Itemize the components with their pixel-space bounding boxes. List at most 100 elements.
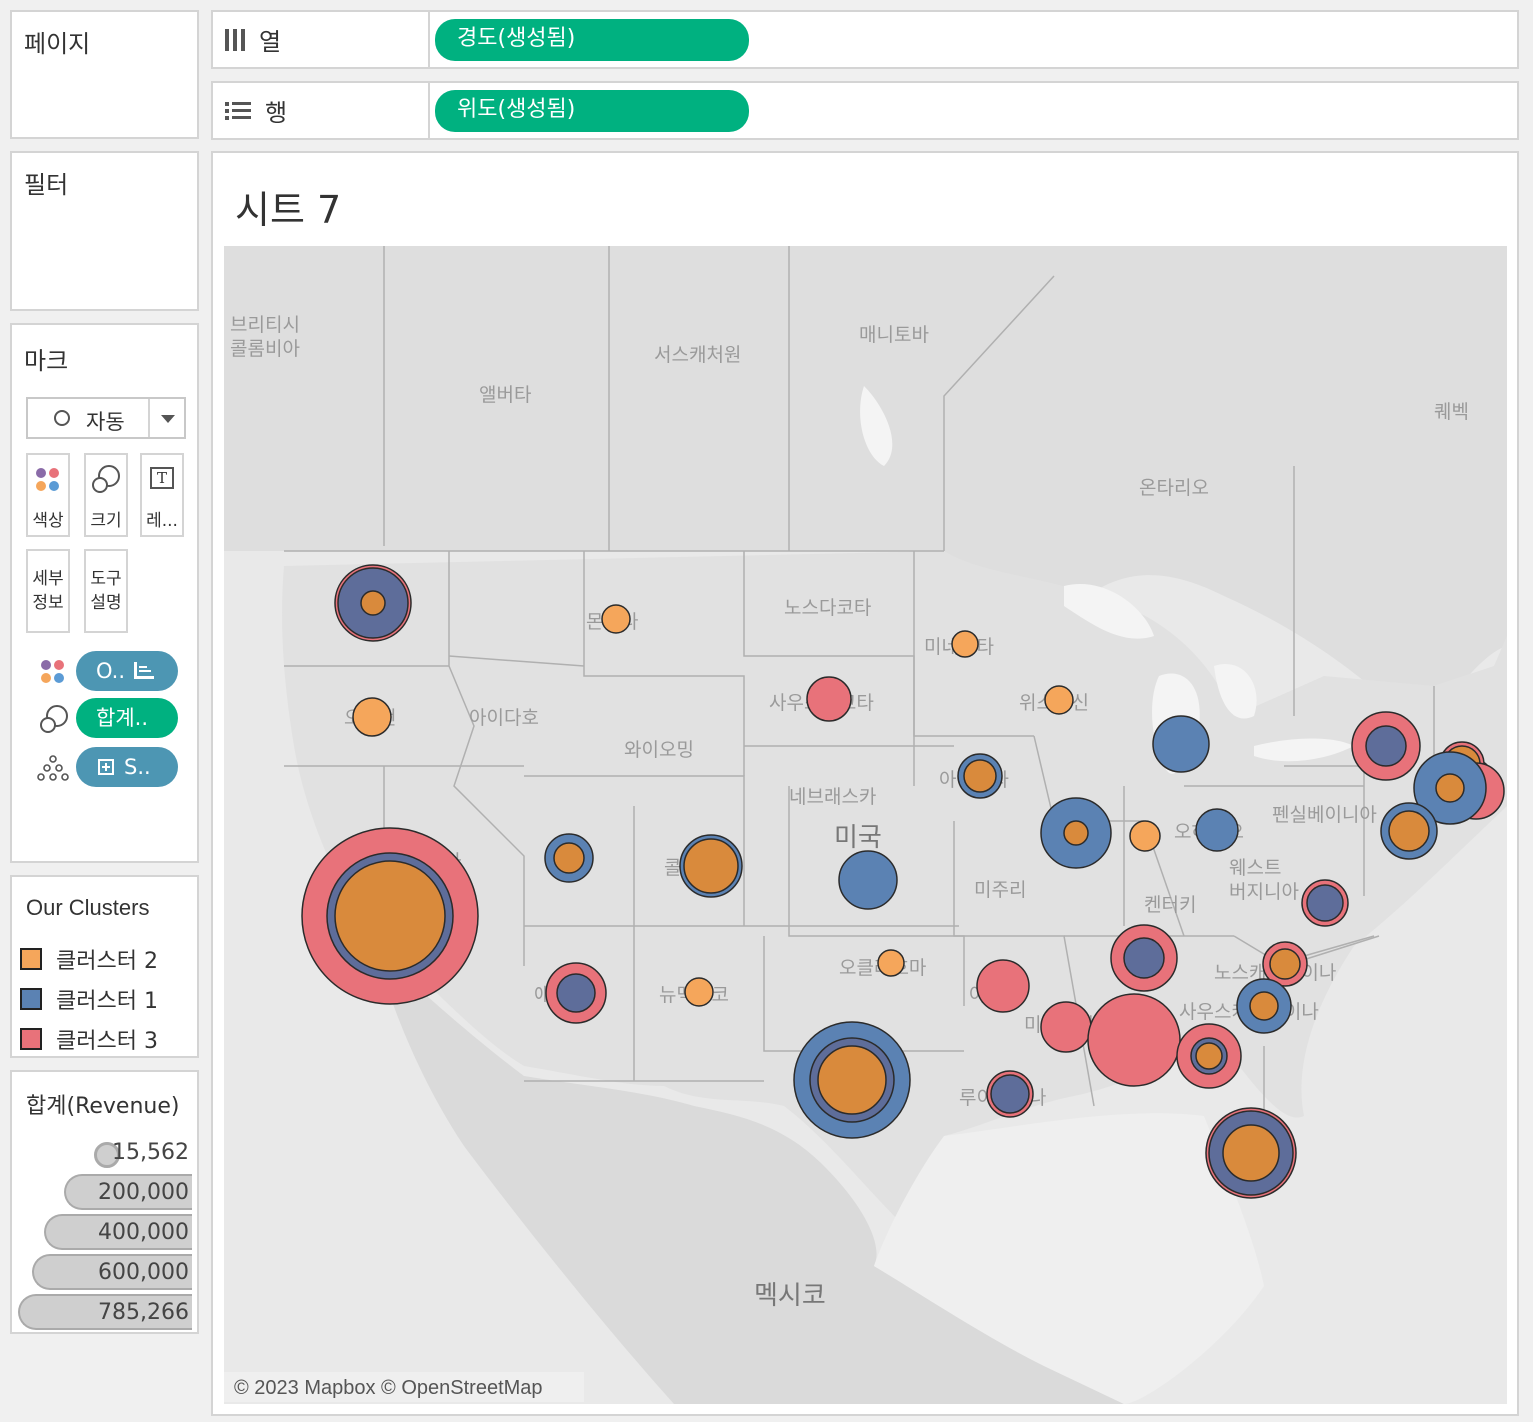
map-mark-cluster-2[interactable] <box>360 590 386 616</box>
map-mark-cluster-2[interactable] <box>1435 773 1465 803</box>
map-mark-cluster-2[interactable] <box>1269 948 1301 980</box>
map-mark-cluster-1[interactable] <box>1365 725 1407 767</box>
map-mark-cluster-1[interactable] <box>556 973 596 1013</box>
cluster-legend-title: Our Clusters <box>26 895 150 920</box>
legend-item-cluster-1[interactable]: 클러스터 1 <box>20 983 158 1015</box>
marks-title: 마크 <box>24 347 69 375</box>
map-mark-cluster-2[interactable] <box>1249 991 1279 1021</box>
map-label: 아이다호 <box>469 707 539 729</box>
filters-panel[interactable]: 필터 <box>10 151 199 311</box>
legend-item-cluster-3[interactable]: 클러스터 3 <box>20 1023 158 1055</box>
map-label: 서스캐처원 <box>654 344 741 366</box>
map-mark-cluster-2[interactable] <box>1044 685 1074 715</box>
great-lakes <box>1064 584 1354 774</box>
map-attribution[interactable]: © 2023 Mapbox © OpenStreetMap <box>234 1377 543 1399</box>
map-mark-cluster-2[interactable] <box>817 1045 887 1115</box>
map-label: 온타리오 <box>1139 477 1209 499</box>
map-mark-cluster-2[interactable] <box>352 697 392 737</box>
tooltip-button-label: 도구 설명 <box>90 569 122 613</box>
filters-title: 필터 <box>24 171 69 199</box>
map-label: 웨스트 버지니아 <box>1229 857 1299 903</box>
map-mark-cluster-1[interactable] <box>1152 715 1210 773</box>
rows-shelf-label: 행 <box>225 93 287 128</box>
map-mark-cluster-2[interactable] <box>684 977 714 1007</box>
label-button[interactable]: T 레... <box>140 453 184 537</box>
map-mark-cluster-2[interactable] <box>1222 1124 1280 1182</box>
swatch-cluster-3 <box>20 1028 42 1050</box>
map-mark-cluster-2[interactable] <box>334 860 446 972</box>
map-mark-cluster-2[interactable] <box>1063 820 1089 846</box>
map-mark-cluster-1[interactable] <box>838 850 898 910</box>
map-mark-cluster-2[interactable] <box>951 630 979 658</box>
legend-label-cluster-1: 클러스터 1 <box>56 989 158 1014</box>
map-label: 퀘벡 <box>1434 401 1469 423</box>
map-label: 브리티시 콜롬비아 <box>230 314 300 360</box>
map-label: 노스다코타 <box>784 597 871 619</box>
label-button-label: 레... <box>146 511 178 531</box>
map-label: 매니토바 <box>859 324 929 346</box>
size-button[interactable]: 크기 <box>84 453 128 537</box>
latitude-pill[interactable]: 위도(생성됨) <box>435 90 749 132</box>
map-mark-cluster-3[interactable] <box>976 959 1030 1013</box>
size-legend-bar <box>32 1254 192 1290</box>
map-mark-cluster-2[interactable] <box>683 838 739 894</box>
map-mark-cluster-2[interactable] <box>877 949 905 977</box>
color-pill-label: O.. <box>96 659 126 683</box>
color-pill[interactable]: O.. <box>76 651 178 691</box>
size-value: 200,000 <box>98 1180 189 1205</box>
map-mark-cluster-1[interactable] <box>1195 808 1239 852</box>
sheet-panel: 시트 7 <box>211 151 1519 1416</box>
size-value: 400,000 <box>98 1220 189 1245</box>
expand-icon[interactable] <box>98 759 114 775</box>
rows-shelf[interactable]: 행 위도(생성됨) <box>211 81 1519 140</box>
detail-button-label: 세부 정보 <box>32 569 64 613</box>
mark-type-dropdown[interactable]: 자동 <box>26 397 186 439</box>
dropdown-divider <box>148 399 150 437</box>
map-mark-cluster-2[interactable] <box>963 759 997 793</box>
longitude-pill[interactable]: 경도(생성됨) <box>435 19 749 61</box>
map-view[interactable]: 브리티시콜롬비아서스캐처원매니토바앨버타퀘벡온타리오노스다코타몬타나미네소타사우… <box>224 246 1507 1404</box>
rows-icon <box>225 101 251 121</box>
map-mark-cluster-1[interactable] <box>990 1074 1030 1114</box>
map-mark-cluster-2[interactable] <box>1129 820 1161 852</box>
map-mark-cluster-1[interactable] <box>1306 884 1344 922</box>
detail-pill[interactable]: S.. <box>76 747 178 787</box>
hudson-water <box>860 386 893 466</box>
swatch-cluster-2 <box>20 948 42 970</box>
map-mark-cluster-2[interactable] <box>601 604 631 634</box>
detail-button[interactable]: 세부 정보 <box>26 549 70 633</box>
detail-pill-label: S.. <box>124 755 151 779</box>
columns-shelf-label: 열 <box>225 22 281 57</box>
color-dots-icon <box>41 660 64 683</box>
color-button-label: 색상 <box>32 511 64 531</box>
size-value: 785,266 <box>98 1300 189 1325</box>
shelf-divider <box>428 12 430 67</box>
size-value: 600,000 <box>98 1260 189 1285</box>
sheet-title: 시트 7 <box>235 188 342 232</box>
chevron-down-icon[interactable] <box>161 415 175 423</box>
detail-icon <box>37 755 69 781</box>
map-mark-cluster-2[interactable] <box>553 842 585 874</box>
text-label-icon: T <box>150 467 174 489</box>
map-mark-cluster-1[interactable] <box>1123 937 1165 979</box>
pages-title: 페이지 <box>24 30 91 58</box>
size-circles-icon <box>92 465 120 493</box>
mark-type-label: 자동 <box>86 410 125 434</box>
map-mark-cluster-3[interactable] <box>806 676 852 722</box>
map-mark-cluster-3[interactable] <box>1040 1001 1092 1053</box>
columns-label: 열 <box>259 28 282 56</box>
size-legend-bar <box>18 1294 192 1330</box>
map-mark-cluster-3[interactable] <box>1087 993 1181 1087</box>
size-pill[interactable]: 합계.. <box>76 698 178 738</box>
color-button[interactable]: 색상 <box>26 453 70 537</box>
map-mark-cluster-2[interactable] <box>1195 1042 1223 1070</box>
legend-item-cluster-2[interactable]: 클러스터 2 <box>20 943 158 975</box>
map-mark-cluster-2[interactable] <box>1388 810 1430 852</box>
marks-panel: 마크 자동 색상 크기 T 레... 세부 정보 도구 설명 O.. <box>10 323 199 863</box>
columns-icon <box>225 29 245 51</box>
size-button-label: 크기 <box>90 511 122 531</box>
size-legend: 합계(Revenue) 15,562 200,000 400,000 600,0… <box>10 1070 199 1334</box>
tooltip-button[interactable]: 도구 설명 <box>84 549 128 633</box>
columns-shelf[interactable]: 열 경도(생성됨) <box>211 10 1519 69</box>
shelf-divider <box>428 83 430 138</box>
